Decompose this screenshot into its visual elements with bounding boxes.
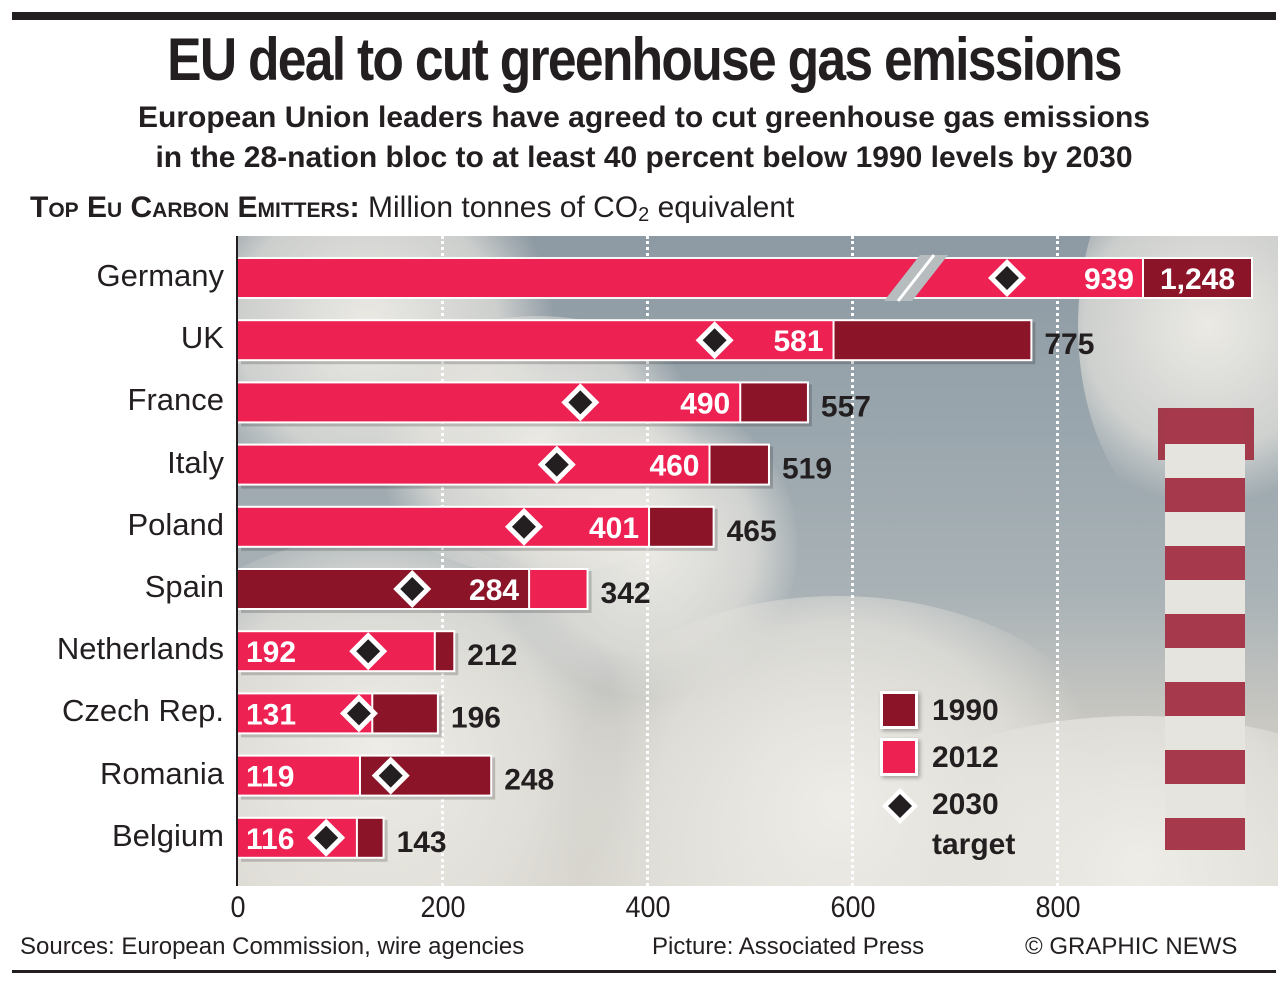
legend-label-2012: 2012 (932, 741, 999, 774)
value-label-outer: 465 (727, 515, 777, 548)
category-label: France (127, 382, 224, 418)
value-label-inner: 284 (469, 574, 519, 607)
category-label: Netherlands (56, 631, 224, 667)
page-title: EU deal to cut greenhouse gas emissions (167, 26, 1122, 93)
value-label-inner: 119 (246, 761, 294, 794)
value-label-inner: 581 (773, 325, 823, 358)
value-label-outer: 196 (451, 701, 501, 734)
legend-label-1990: 1990 (932, 694, 999, 727)
bar-2012 (238, 321, 833, 360)
bottom-rule (12, 970, 1276, 973)
chart-heading-label: Top Eu Carbon Emitters: (30, 191, 360, 224)
value-label-inner: 131 (246, 698, 296, 731)
value-label-outer: 775 (1044, 328, 1094, 361)
bar-2012 (530, 570, 587, 608)
value-label-outer: 557 (821, 390, 871, 423)
category-label: Germany (96, 258, 224, 293)
bar-1990 (650, 507, 713, 546)
bar-1990 (435, 632, 454, 671)
gridline-400 (646, 236, 649, 886)
smokestack (1165, 410, 1245, 850)
chart-unit-pre: Million tonnes of CO (368, 191, 639, 224)
x-tick-label: 800 (1035, 891, 1081, 924)
value-label-inner: 490 (680, 387, 730, 420)
bar-2012 (238, 445, 709, 484)
value-label-outer: 248 (504, 764, 554, 797)
bar-1990 (238, 570, 529, 608)
x-tick-label: 400 (625, 891, 671, 924)
top-rule (12, 12, 1276, 20)
category-label: Czech Rep. (62, 693, 224, 729)
bar-1990 (834, 321, 1031, 360)
picture-credit: Picture: Associated Press (652, 933, 925, 960)
target-diamond-icon (371, 756, 410, 795)
value-label-outer: 212 (467, 639, 517, 672)
x-tick-label: 600 (830, 891, 876, 924)
copyright: © GRAPHIC NEWS (1025, 933, 1238, 960)
target-diamond-icon (339, 694, 378, 733)
value-label-inner: 401 (589, 512, 639, 545)
bar-2012 (238, 507, 649, 546)
category-label: Belgium (112, 817, 224, 853)
legend-label-2030: 2030 (932, 788, 999, 821)
bar-1990 (710, 445, 768, 484)
bar-1990 (741, 383, 807, 422)
bar-2012 (238, 383, 740, 422)
subtitle-line-2: in the 28-nation bloc to at least 40 per… (155, 141, 1133, 174)
target-diamond-icon (988, 259, 1026, 297)
category-label: Poland (127, 506, 224, 542)
value-label-1990: 1,248 (1160, 263, 1235, 296)
legend-swatch-2012 (880, 738, 918, 776)
target-diamond-icon (537, 445, 576, 484)
x-tick-label: 0 (230, 891, 246, 924)
chart-unit-post: equivalent (649, 191, 795, 224)
value-label-inner: 192 (246, 636, 296, 669)
subtitle-line-1: European Union leaders have agreed to cu… (138, 101, 1150, 134)
value-label-inner: 460 (649, 450, 699, 483)
gridline-600 (851, 236, 854, 886)
target-diamond-icon (393, 570, 432, 608)
bar-2012 (238, 632, 434, 671)
value-label-outer: 143 (397, 826, 447, 859)
bar-1990 (373, 694, 437, 733)
target-diamond-icon (349, 632, 388, 671)
bar-1990 (357, 818, 383, 857)
value-label-outer: 342 (601, 577, 651, 610)
subtitle: European Union leaders have agreed to cu… (0, 98, 1288, 178)
gridline-800 (1056, 236, 1059, 886)
category-label: Spain (144, 569, 224, 604)
gridline-200 (441, 236, 444, 886)
target-diamond-icon (307, 818, 346, 857)
target-diamond-icon (561, 383, 600, 422)
chart-heading: Top Eu Carbon Emitters: Million tonnes o… (30, 188, 794, 235)
legend-label-target: target (932, 828, 1016, 861)
legend-target-diamond-icon (882, 788, 918, 824)
category-label: Italy (167, 444, 224, 480)
value-label-outer: 519 (782, 453, 832, 486)
bar-1990 (1144, 259, 1251, 297)
target-diamond-icon (504, 507, 543, 546)
value-label-inner: 116 (246, 823, 294, 856)
category-label: UK (180, 320, 224, 356)
target-diamond-icon (695, 321, 734, 360)
sources-note: Sources: European Commission, wire agenc… (20, 933, 525, 960)
axis-break-line (896, 254, 936, 302)
y-axis (236, 236, 238, 886)
category-label: Romania (99, 755, 224, 791)
x-tick-label: 200 (420, 891, 466, 924)
bar-2012 (238, 756, 359, 795)
legend-swatch-1990 (880, 691, 918, 729)
chart-unit-sub: 2 (638, 204, 650, 226)
value-label-2012: 939 (1084, 263, 1134, 296)
